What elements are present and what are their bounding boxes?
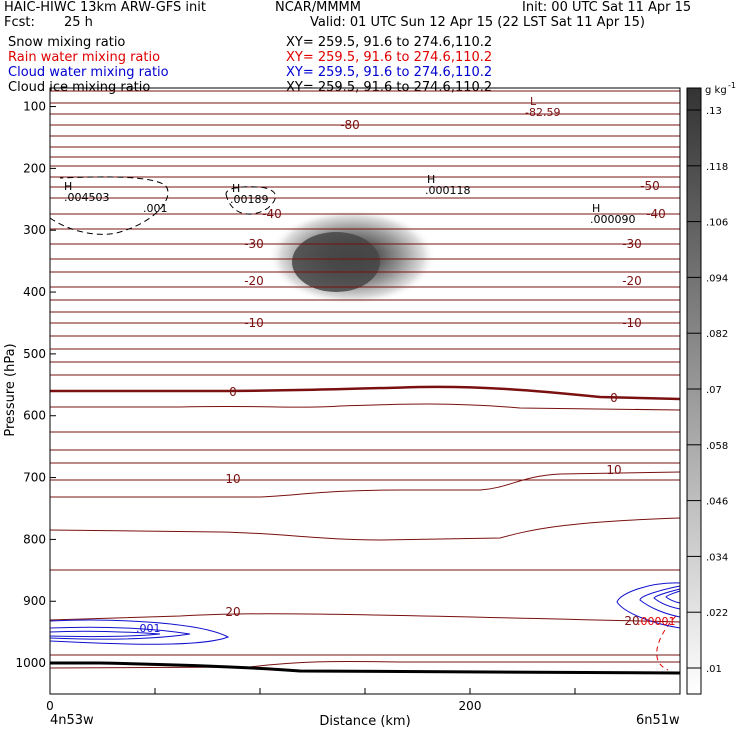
colorbar-tick-label: .082 [706,329,728,340]
y-tick-label: 800 [23,532,46,546]
isotherm [49,517,681,541]
colorbar-tick-label: .034 [706,552,728,563]
model-title: HAIC-HIWC 13km ARW-GFS init [4,0,206,15]
colorbar-tick-label: .106 [706,218,728,229]
cloud-water-contour [616,582,681,629]
cloud-water-contour [665,590,681,604]
y-axis-label: Pressure (hPa) [3,343,18,436]
y-tick-label: 500 [23,347,46,361]
isotherm-label: -10 [622,316,642,330]
y-tick-label: 700 [23,471,46,485]
colorbar [686,87,702,695]
isotherm-label: 0 [610,391,618,405]
rain-contour-label: .00001 [637,615,676,628]
isotherm-label: -50 [640,179,660,193]
isotherm-label: -20 [622,274,642,288]
ice-contour-label: .001 [143,202,168,215]
field-name-snow: Snow mixing ratio [8,35,126,50]
extremum-value: .00189 [230,193,269,206]
cloud-water-contour [49,626,191,640]
y-tick-label: 400 [23,285,46,299]
init-time: Init: 00 UTC Sat 11 Apr 15 [522,0,692,15]
x-endpoint-right: 6n51w [636,713,680,728]
x-axis-label: Distance (km) [319,714,410,729]
extremum-type: H [232,182,240,195]
colorbar-unit-exp: -1 [728,81,736,90]
isotherm [50,403,681,411]
cloud-water-contour [639,585,681,618]
colorbar-tick-label: .13 [706,106,722,117]
y-tick-label: 900 [23,594,46,608]
isotherm [49,613,681,623]
org-title: NCAR/MMMM [275,0,361,15]
fcst-label: Fcst: [4,15,35,30]
ground-surface [50,661,681,675]
y-tick-label: 1000 [15,656,46,670]
extremum-type: H [592,202,600,215]
y-tick-label: 600 [23,409,46,423]
extremum-type: H [64,180,72,193]
isotherm-zero [50,385,681,401]
isotherm-label: -10 [244,316,264,330]
snow-max-core [292,232,380,292]
isotherm-label: 20 [624,614,639,628]
x-tick-label: 200 [459,699,482,713]
isotherm-label: -20 [244,274,264,288]
colorbar-tick-label: .058 [706,441,728,452]
isotherm [49,661,680,669]
colorbar-tick-label: .118 [706,162,728,173]
isotherm-label: 10 [606,463,621,477]
extremum-value: .000118 [425,184,471,197]
cloud-water-contour [49,619,230,645]
ice-contour [225,186,276,215]
extremum-value: -82.59 [525,106,560,119]
isotherm-label: 0 [229,385,237,399]
isotherm-label: 10 [225,472,240,486]
colorbar-tick-label: .046 [706,497,728,508]
isotherm-label: -40 [262,207,282,221]
isotherm-label: -80 [340,118,360,132]
extremum-type: H [427,173,435,186]
colorbar-tick-label: .094 [706,273,728,284]
y-tick-label: 100 [23,100,46,114]
isotherm [50,471,681,498]
extremum-value: .004503 [64,191,110,204]
field-xy-rain: XY= 259.5, 91.6 to 274.6,110.2 [286,50,493,65]
colorbar-tick-label: .022 [706,608,728,619]
isotherm-label: -40 [646,207,666,221]
y-tick-label: 200 [23,161,46,175]
y-tick-label: 300 [23,223,46,237]
isotherm-label: 20 [225,605,240,619]
ice-contour [49,176,169,235]
cloud-water-contour [653,588,681,610]
rain-contour [656,615,677,671]
colorbar-unit: g kg [705,85,727,96]
cloud-water-contour [49,630,161,638]
colorbar-tick-label: .01 [706,664,722,675]
extremum-value: .000090 [590,213,636,226]
valid-time: Valid: 01 UTC Sun 12 Apr 15 (22 LST Sat … [310,15,645,30]
isotherm-label: -30 [244,237,264,251]
isotherm-label: -30 [622,237,642,251]
fcst-value: 25 h [64,15,93,30]
field-xy-cloud-water: XY= 259.5, 91.6 to 274.6,110.2 [286,65,493,80]
field-name-cloud-water: Cloud water mixing ratio [8,65,169,80]
cloud-water-contour-label: .001 [136,622,161,635]
field-xy-snow: XY= 259.5, 91.6 to 274.6,110.2 [286,35,493,50]
field-name-rain: Rain water mixing ratio [8,50,161,65]
colorbar-tick-label: .07 [706,385,722,396]
extremum-type: L [530,95,537,108]
x-tick-label: 0 [46,699,54,713]
x-endpoint-left: 4n53w [50,713,94,728]
